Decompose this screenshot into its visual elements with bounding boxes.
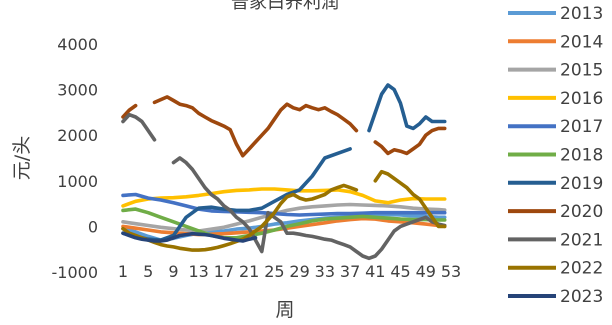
legend-label-2013: 2013 [560, 4, 603, 24]
series-line-2021 [121, 112, 447, 261]
x-tick-label: 13 [189, 262, 209, 281]
x-axis-ticks: 1 5 9 13 17 21 25 29 33 37 41 45 49 53 [118, 262, 461, 281]
x-tick-label: 25 [264, 262, 284, 281]
series-line-2023 [121, 231, 258, 243]
legend-label-2016: 2016 [560, 89, 603, 109]
x-tick-label: 5 [143, 262, 153, 281]
x-tick-label: 49 [416, 262, 436, 281]
x-tick-label: 45 [390, 262, 410, 281]
legend-label-2015: 2015 [560, 61, 603, 81]
legend-label-2014: 2014 [560, 32, 603, 52]
x-tick-label: 17 [214, 262, 234, 281]
y-tick-label: 0 [88, 217, 98, 236]
legend-label-2021: 2021 [560, 230, 603, 250]
x-tick-label: 1 [118, 262, 128, 281]
legend-label-2023: 2023 [560, 287, 603, 307]
y-tick-label: 3000 [57, 81, 98, 100]
x-axis-title: 周 [275, 299, 294, 321]
x-tick-label: 53 [441, 262, 461, 281]
x-tick-label: 29 [289, 262, 309, 281]
series-line-2016 [121, 187, 447, 208]
legend-label-2018: 2018 [560, 146, 603, 166]
series-line-2020 [121, 95, 447, 158]
series-lines [121, 83, 447, 261]
y-tick-label: 1000 [57, 172, 98, 191]
series-line-2017 [121, 192, 447, 217]
y-axis-ticks: -1000 0 1000 2000 3000 4000 [52, 35, 99, 282]
legend-label-2019: 2019 [560, 174, 603, 194]
y-tick-label: 4000 [57, 35, 98, 54]
x-tick-label: 33 [315, 262, 335, 281]
y-tick-label: 2000 [57, 126, 98, 145]
y-axis-title: 元/头 [11, 136, 33, 180]
x-tick-label: 9 [168, 262, 178, 281]
x-tick-label: 21 [239, 262, 259, 281]
legend: 2013 2014 2015 2016 2017 2018 2019 2020 2021 2022… [508, 4, 603, 307]
chart-title: 普家白养利润 [231, 0, 339, 13]
x-tick-label: 37 [340, 262, 360, 281]
x-tick-label: 41 [365, 262, 385, 281]
legend-label-2017: 2017 [560, 117, 603, 137]
legend-label-2022: 2022 [560, 259, 603, 279]
y-tick-label: -1000 [52, 263, 99, 282]
legend-label-2020: 2020 [560, 202, 603, 222]
series-line-2018 [121, 207, 447, 240]
